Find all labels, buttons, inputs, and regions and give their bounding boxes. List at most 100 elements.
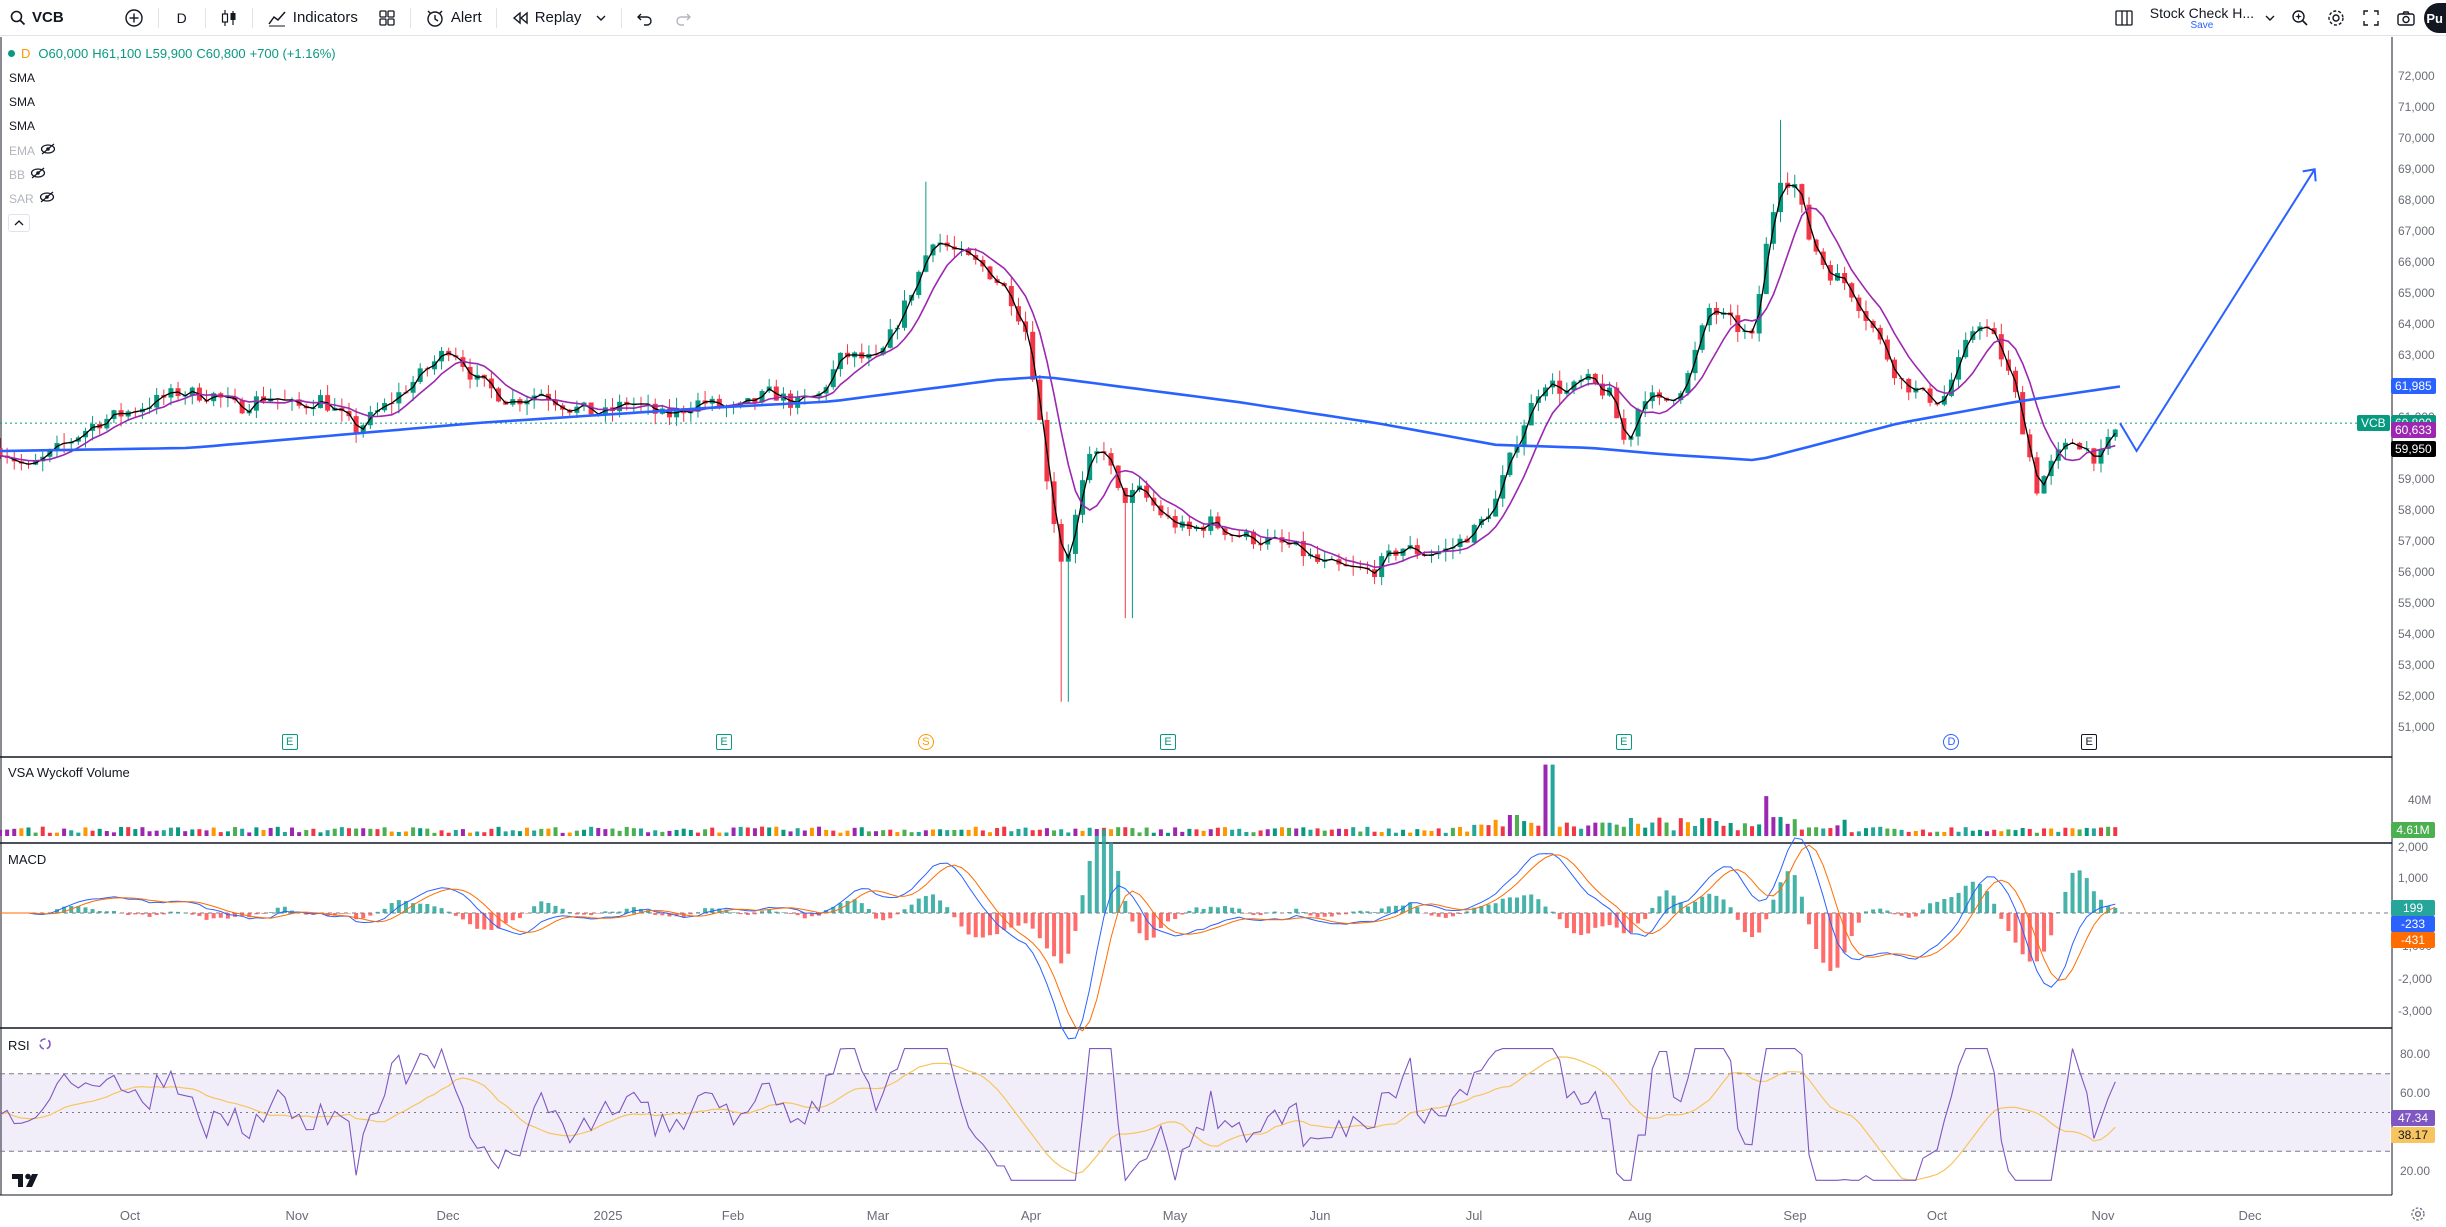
volume-bar bbox=[104, 831, 109, 836]
alert-button[interactable]: Alert bbox=[415, 0, 492, 36]
event-marker-dividend[interactable]: D bbox=[1943, 734, 1960, 750]
volume-bar bbox=[311, 828, 316, 836]
volume-bar bbox=[560, 832, 565, 836]
indicator-legend-ema[interactable]: EMA bbox=[9, 143, 56, 158]
chart-type-button[interactable] bbox=[210, 0, 248, 36]
volume-bar bbox=[382, 827, 387, 836]
chart-canvas[interactable] bbox=[0, 37, 2446, 1226]
macd-histogram-bar bbox=[1073, 913, 1078, 931]
macd-histogram-bar bbox=[126, 913, 131, 916]
macd-histogram-bar bbox=[774, 911, 779, 913]
volume-bar bbox=[1507, 815, 1512, 836]
macd-histogram-bar bbox=[1764, 913, 1769, 920]
replay-button[interactable]: Replay bbox=[501, 0, 618, 36]
macd-histogram-bar bbox=[1700, 896, 1705, 913]
layout-menu-button[interactable]: Stock Check H... Save bbox=[2144, 0, 2282, 36]
volume-bar bbox=[1137, 832, 1142, 836]
macd-histogram-bar bbox=[1985, 891, 1990, 913]
macd-histogram-bar bbox=[866, 909, 871, 913]
rsi-pane-title[interactable]: RSI bbox=[8, 1037, 52, 1054]
event-marker-earnings[interactable]: E bbox=[2081, 734, 2098, 750]
collapse-legend-button[interactable] bbox=[8, 214, 30, 232]
layout-toggle-button[interactable] bbox=[2104, 0, 2144, 36]
macd-histogram-bar bbox=[631, 907, 636, 913]
macd-histogram-bar bbox=[218, 913, 223, 918]
volume-histogram bbox=[0, 764, 2118, 836]
indicators-button[interactable]: Indicators bbox=[257, 0, 368, 36]
event-marker-earnings[interactable]: E bbox=[281, 734, 298, 750]
alert-label: Alert bbox=[450, 9, 482, 26]
eye-hidden-icon[interactable] bbox=[40, 143, 56, 158]
macd-histogram-bar bbox=[1123, 900, 1128, 913]
macd-histogram-bar bbox=[2056, 912, 2061, 913]
publish-button[interactable]: Pu bbox=[2424, 3, 2446, 33]
quick-search-button[interactable] bbox=[2282, 0, 2318, 36]
macd-histogram-bar bbox=[767, 909, 772, 913]
rsi-title-text: RSI bbox=[8, 1038, 30, 1053]
time-tick-label: Nov bbox=[2091, 1208, 2115, 1223]
eye-hidden-icon[interactable] bbox=[30, 167, 46, 182]
indicator-legend-sma[interactable]: SMA bbox=[9, 71, 35, 85]
macd-histogram-bar bbox=[1999, 913, 2004, 919]
volume-bar bbox=[1920, 829, 1925, 836]
indicator-legend-bb[interactable]: BB bbox=[9, 167, 46, 182]
volume-bar bbox=[97, 828, 102, 836]
fullscreen-button[interactable] bbox=[2354, 0, 2388, 36]
macd-histogram-bar bbox=[453, 913, 458, 916]
volume-bar bbox=[1721, 825, 1726, 836]
event-marker-split[interactable]: S bbox=[917, 734, 934, 750]
indicator-legend-sma[interactable]: SMA bbox=[9, 119, 35, 133]
compare-symbol-button[interactable] bbox=[114, 0, 154, 36]
event-marker-earnings[interactable]: E bbox=[716, 734, 733, 750]
eye-hidden-icon[interactable] bbox=[39, 191, 55, 206]
macd-histogram-bar bbox=[1557, 913, 1562, 920]
volume-bar bbox=[582, 829, 587, 836]
price-tick-label: 66,000 bbox=[2398, 255, 2435, 270]
volume-bar bbox=[1230, 829, 1235, 836]
projection-arrow-head bbox=[2302, 168, 2317, 182]
indicator-legend-sma[interactable]: SMA bbox=[9, 95, 35, 109]
macd-histogram-bar bbox=[1735, 913, 1740, 920]
ohlc-legend[interactable]: D O60,000 H61,100 L59,900 C60,800 +700 (… bbox=[8, 46, 340, 61]
macd-histogram-bar bbox=[831, 906, 836, 913]
volume-bar bbox=[218, 832, 223, 836]
volume-bar bbox=[1415, 829, 1420, 836]
macd-histogram-bar bbox=[225, 913, 230, 919]
macd-histogram-bar bbox=[945, 907, 950, 913]
tradingview-logo[interactable] bbox=[10, 1170, 44, 1195]
macd-histogram-bar bbox=[724, 909, 729, 913]
macd-histogram-bar bbox=[1550, 911, 1555, 913]
macd-histogram-bar bbox=[973, 913, 978, 938]
macd-histogram-bar bbox=[980, 913, 985, 938]
volume-bar bbox=[389, 831, 394, 836]
price-tick-label: 68,000 bbox=[2398, 193, 2435, 208]
macd-histogram-bar bbox=[1906, 913, 1911, 918]
volume-bar bbox=[1785, 823, 1790, 836]
event-marker-earnings[interactable]: E bbox=[1160, 734, 1177, 750]
volume-bar bbox=[945, 830, 950, 836]
time-tick-label: Apr bbox=[1020, 1208, 1042, 1223]
volume-pane-title[interactable]: VSA Wyckoff Volume bbox=[8, 765, 130, 780]
macd-histogram-bar bbox=[1066, 913, 1071, 954]
event-marker-earnings[interactable]: E bbox=[1615, 734, 1632, 750]
volume-bar bbox=[1173, 827, 1178, 836]
macd-histogram-bar bbox=[161, 913, 166, 915]
macd-histogram-bar bbox=[1828, 913, 1833, 971]
volume-bar bbox=[1728, 823, 1733, 836]
macd-histogram-bar bbox=[97, 911, 102, 913]
interval-button[interactable]: D bbox=[163, 0, 201, 36]
macd-pane-title[interactable]: MACD bbox=[8, 852, 47, 867]
chart-settings-gear-icon[interactable] bbox=[2410, 1206, 2426, 1227]
templates-button[interactable] bbox=[368, 0, 406, 36]
snapshot-button[interactable] bbox=[2388, 0, 2424, 36]
volume-bar bbox=[1871, 827, 1876, 836]
redo-button[interactable] bbox=[664, 0, 702, 36]
indicator-legend-sar[interactable]: SAR bbox=[9, 191, 55, 206]
macd-histogram-bar bbox=[1137, 913, 1142, 934]
volume-bar bbox=[795, 828, 800, 836]
symbol-search-button[interactable]: VCB bbox=[0, 0, 74, 36]
settings-button[interactable] bbox=[2318, 0, 2354, 36]
volume-bar bbox=[2034, 832, 2039, 836]
macd-histogram-bar bbox=[183, 912, 188, 914]
undo-button[interactable] bbox=[626, 0, 664, 36]
